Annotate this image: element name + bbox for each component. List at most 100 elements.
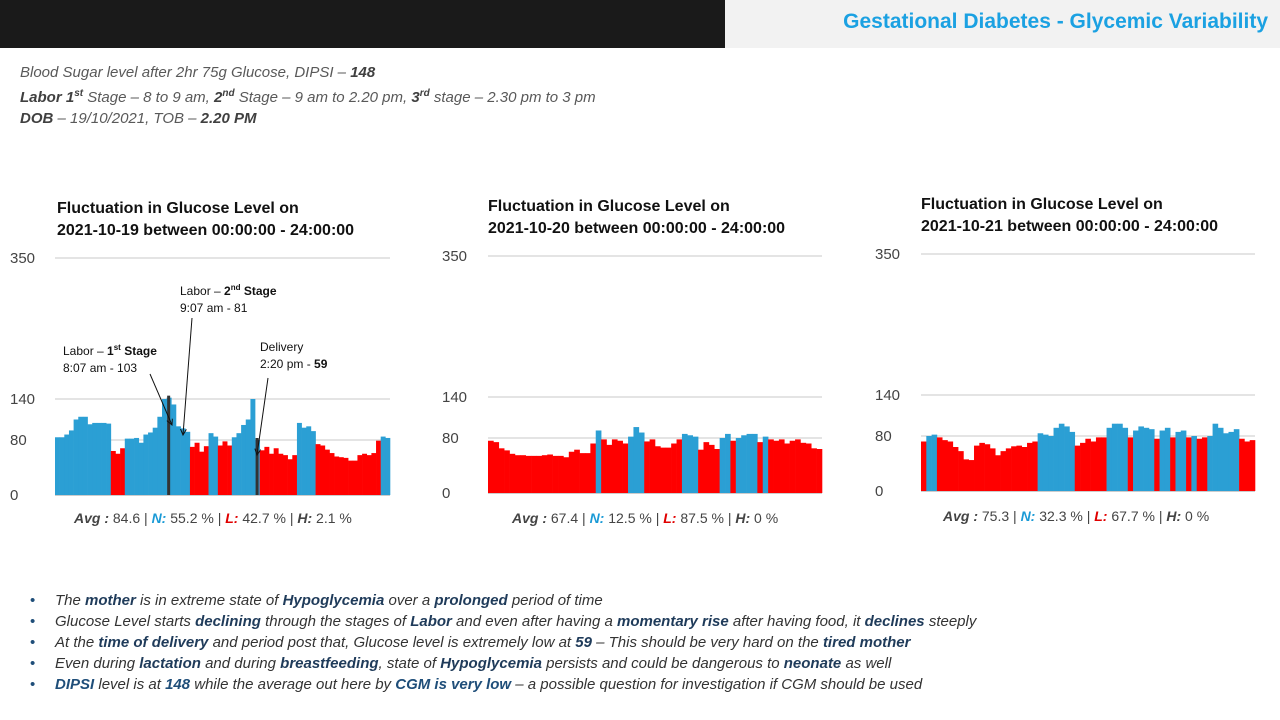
glucose-bar <box>334 456 340 495</box>
y-tick-label: 80 <box>442 430 459 447</box>
glucose-bar <box>1143 427 1150 491</box>
glucose-bar <box>660 447 667 493</box>
glucose-bar <box>120 448 126 495</box>
glucose-bar <box>352 460 358 495</box>
glucose-bar <box>751 433 758 493</box>
glucose-bar <box>371 453 377 495</box>
annotation-labor-stage-1: Labor – 1st Stage 8:07 am - 103 <box>63 343 157 375</box>
glucose-bar <box>1133 430 1139 491</box>
glucose-bar <box>800 442 807 493</box>
slide-title: Gestational Diabetes - Glycemic Variabil… <box>843 10 1268 33</box>
glucose-bar <box>148 432 154 495</box>
glucose-bar <box>757 442 764 493</box>
glucose-chart-2021-10-20: 0 80 140 350 Fluctuation in Glucose Level o… <box>432 188 852 528</box>
glucose-bar <box>1111 423 1118 491</box>
glucose-bar <box>92 422 98 495</box>
glucose-bar <box>278 453 284 495</box>
glucose-bar <box>633 427 640 493</box>
title-box: Gestational Diabetes - Glycemic Variabil… <box>725 0 1280 48</box>
glucose-bar <box>134 437 140 495</box>
glucose-bar <box>175 426 181 495</box>
glucose-bar <box>138 442 144 495</box>
glucose-bar <box>676 439 683 493</box>
glucose-bar <box>282 455 288 495</box>
glucose-bar <box>547 454 553 493</box>
glucose-bar <box>606 444 613 493</box>
glucose-bar <box>958 451 964 491</box>
glucose-bar <box>995 455 1001 491</box>
glucose-bar <box>638 432 645 493</box>
glucose-bar <box>989 448 996 491</box>
glucose-bar <box>1148 429 1155 491</box>
glucose-bar <box>514 455 521 493</box>
chart-2-title: Fluctuation in Glucose Level on 2021-10-… <box>488 198 786 237</box>
glucose-bar <box>269 453 274 495</box>
y-tick-label: 350 <box>10 250 35 267</box>
glucose-bar <box>1175 431 1182 491</box>
glucose-bar <box>509 453 516 493</box>
glucose-bar <box>611 439 618 493</box>
glucose-bar <box>936 437 943 491</box>
glucose-bar <box>124 438 130 495</box>
glucose-bar <box>1233 429 1240 491</box>
glucose-bar <box>185 431 191 495</box>
glucose-bar <box>504 450 510 493</box>
glucose-chart-2021-10-19: 0 80 140 350 Fluctuation in Glucose Level o… <box>0 190 420 530</box>
glucose-bar <box>773 440 780 493</box>
glucose-bar <box>338 457 344 495</box>
glucose-bar <box>789 440 796 493</box>
glucose-bar <box>329 453 335 495</box>
glucose-bar <box>55 437 60 495</box>
glucose-bar <box>236 433 242 495</box>
glucose-bar <box>82 416 88 495</box>
finding-4: Even during lactation and during breastf… <box>30 653 976 674</box>
glucose-bar <box>199 451 205 495</box>
y-tick-label: 140 <box>875 387 900 404</box>
glucose-bar <box>671 443 677 493</box>
glucose-bar <box>1027 442 1033 491</box>
glucose-bar <box>376 440 381 495</box>
glucose-bar <box>1228 431 1235 491</box>
glucose-bar <box>203 446 209 495</box>
glucose-bar <box>385 437 391 495</box>
glucose-bar <box>725 433 731 493</box>
glucose-bar <box>649 439 656 493</box>
glucose-bar <box>1085 438 1091 491</box>
glucose-bar <box>746 433 753 493</box>
glucose-bar <box>926 436 932 491</box>
glucose-bar <box>1042 434 1049 491</box>
chart-1-plot: 0 80 140 350 <box>10 250 391 504</box>
glucose-bar <box>343 457 349 495</box>
glucose-bar <box>1212 423 1219 491</box>
glucose-bar <box>96 422 102 495</box>
glucose-bar <box>320 445 326 495</box>
glucose-bar <box>579 453 586 493</box>
glucose-bar <box>811 448 817 493</box>
glucose-bar <box>692 436 699 493</box>
y-tick-label: 0 <box>10 487 18 504</box>
glucose-bar <box>296 422 302 495</box>
glucose-bar <box>768 439 774 493</box>
finding-5: DIPSI level is at 148 while the average … <box>30 674 976 695</box>
glucose-bar <box>1191 436 1197 491</box>
glucose-chart-2021-10-21: 0 80 140 350 Fluctuation in Glucose Level o… <box>865 186 1280 526</box>
glucose-bar <box>1011 446 1017 491</box>
glucose-bar <box>162 399 167 495</box>
glucose-bar <box>805 443 812 493</box>
glucose-bar <box>1196 438 1203 491</box>
glucose-bar <box>963 459 970 491</box>
glucose-bar <box>1101 437 1107 491</box>
y-tick-label: 0 <box>875 483 883 500</box>
glucose-bar <box>157 416 163 495</box>
glucose-bar <box>979 442 985 491</box>
chart-2-stats: Avg : 67.4 | N: 12.5 % | L: 87.5 % | H: … <box>512 510 779 526</box>
glucose-bar <box>1080 442 1086 491</box>
glucose-bar <box>703 442 710 493</box>
glucose-bar <box>1186 437 1192 491</box>
glucose-bar <box>1090 441 1097 491</box>
glucose-bar <box>601 439 607 493</box>
glucose-bar <box>1201 437 1208 491</box>
glucose-bar <box>68 430 74 495</box>
annotation-labor-stage-2: Labor – 2nd Stage 9:07 am - 81 <box>180 283 277 315</box>
glucose-bar <box>362 453 368 495</box>
